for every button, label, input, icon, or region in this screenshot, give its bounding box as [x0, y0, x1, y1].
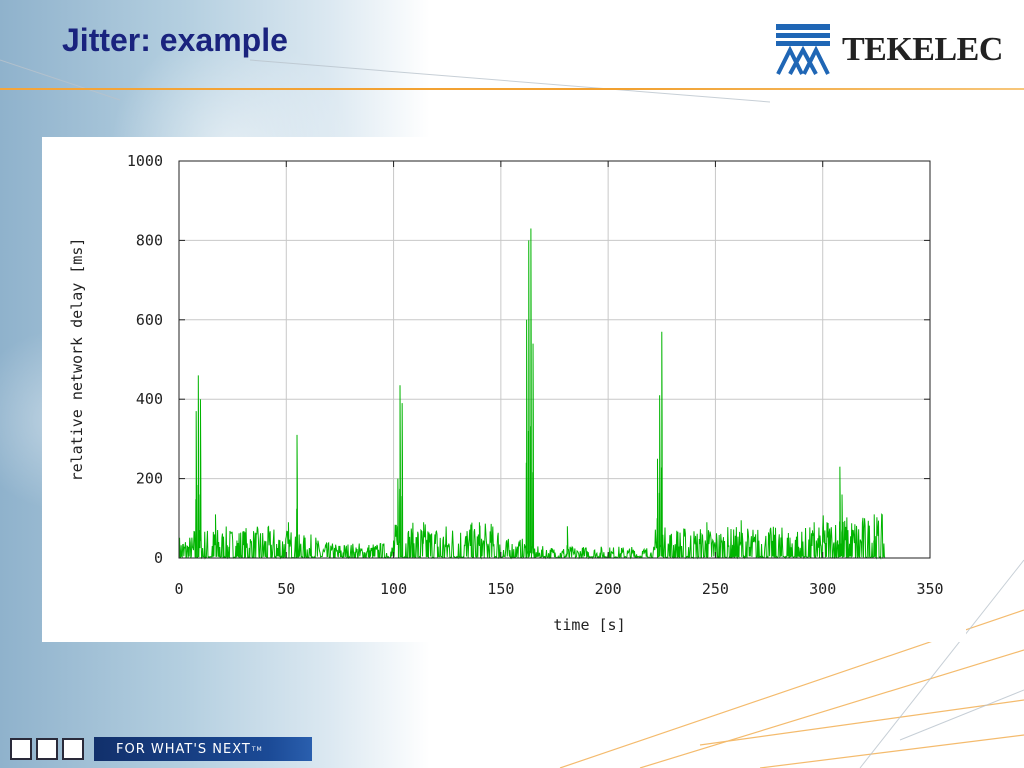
axis-ticks: 0 50 100 150 200 250 300 350 0 200 400 600 800 1000 [127, 152, 944, 598]
grid [178, 160, 931, 559]
company-logo: TEKELEC [776, 24, 1003, 76]
y-tick-label: 800 [136, 231, 163, 249]
y-axis-label: relative network delay [ms] [68, 238, 86, 482]
x-tick-label: 300 [809, 580, 836, 598]
title-divider [0, 88, 1024, 90]
logo-wordmark: TEKELEC [842, 31, 1003, 68]
jitter-chart: 0 50 100 150 200 250 300 350 0 200 400 600 800 1000 t… [68, 152, 944, 634]
y-tick-label: 200 [136, 470, 163, 488]
delay-trace-line [178, 228, 886, 560]
footer: FOR WHAT'S NEXT TM [10, 737, 312, 761]
x-tick-label: 200 [595, 580, 622, 598]
slide-title: Jitter: example [62, 22, 288, 58]
y-tick-label: 400 [136, 390, 163, 408]
footer-square-3 [62, 738, 84, 760]
x-axis-label: time [s] [553, 616, 625, 634]
tekelec-emblem-icon [776, 24, 830, 76]
x-tick-label: 50 [277, 580, 295, 598]
footer-square-2 [36, 738, 58, 760]
delay-series [178, 228, 886, 560]
y-tick-label: 600 [136, 311, 163, 329]
x-tick-label: 100 [380, 580, 407, 598]
x-tick-label: 250 [702, 580, 729, 598]
x-tick-label: 350 [916, 580, 943, 598]
plot-border [178, 160, 931, 559]
chart-panel: 0 50 100 150 200 250 300 350 0 200 400 600 800 1000 t… [42, 137, 966, 642]
trademark-mark: TM [251, 745, 263, 753]
plot-frame [178, 160, 931, 559]
x-tick-label: 150 [487, 580, 514, 598]
y-tick-label: 0 [154, 549, 163, 567]
tagline-banner: FOR WHAT'S NEXT TM [94, 737, 312, 761]
footer-square-1 [10, 738, 32, 760]
x-tick-label: 0 [174, 580, 183, 598]
tagline-text: FOR WHAT'S NEXT [116, 741, 251, 757]
y-tick-label: 1000 [127, 152, 163, 170]
